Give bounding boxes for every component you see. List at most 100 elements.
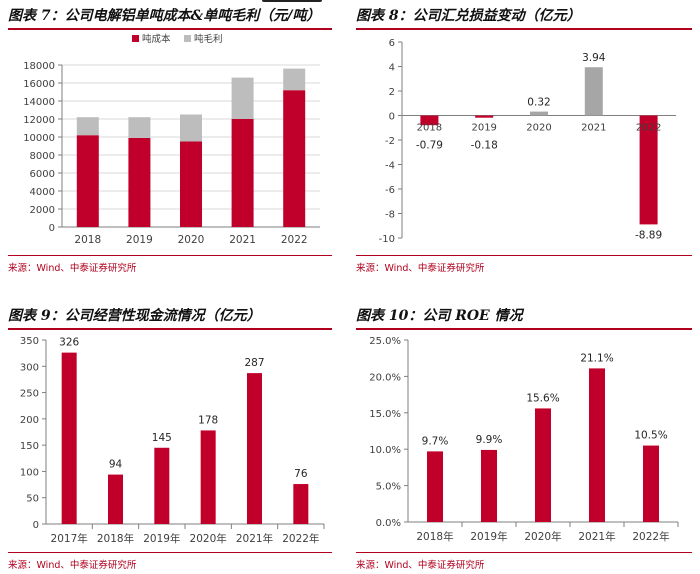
y-tick-label: 350 — [20, 336, 39, 347]
legend-label-margin: 吨毛利 — [194, 33, 223, 45]
y-tick-label: 5.0% — [376, 482, 401, 493]
data-label: 15.6% — [526, 392, 559, 404]
x-tick-label: 2020 — [178, 234, 205, 246]
bar — [481, 449, 497, 522]
y-tick-label: 25.0% — [369, 336, 401, 347]
chart-title-7: 图表 7：公司电解铝单吨成本&单吨毛利（元/吨） — [8, 8, 321, 24]
x-tick-label: 2018 — [74, 234, 101, 246]
y-tick-label: -2 — [385, 136, 395, 147]
data-label: 178 — [198, 414, 218, 426]
data-label: 9.7% — [422, 435, 449, 447]
chart-10-svg: 0.0% 5.0% 10.0% 15.0% 20.0% 25.0% 9.7% 2018年 9.9… — [369, 336, 679, 543]
y-tick-label: 0.0% — [376, 518, 401, 529]
x-tick-label: 2020年 — [524, 530, 561, 543]
y-tick-label: 250 — [20, 389, 39, 400]
chart-panel-9: 图表 9：公司经营性现金流情况（亿元） 0 50 100 150 200 250 300 35… — [8, 305, 332, 573]
bar — [535, 408, 551, 522]
chart-title-8: 图表 8：公司汇兑损益变动（亿元） — [356, 8, 581, 24]
y-tick-label: 14000 — [23, 97, 55, 108]
bar-margin — [180, 114, 202, 142]
y-tick-label: 150 — [20, 441, 39, 452]
bar — [639, 115, 658, 225]
x-tick-label: 2022 — [636, 123, 661, 134]
y-tick-label: 8000 — [30, 151, 55, 162]
y-tick-label: -10 — [379, 234, 395, 245]
data-label: 0.32 — [527, 97, 550, 109]
y-tick-label: 6000 — [30, 169, 55, 180]
x-tick-label: 2022年 — [282, 532, 319, 545]
top-page-fragment — [262, 0, 322, 2]
y-tick-label: 2000 — [30, 205, 55, 216]
data-label: 94 — [109, 459, 123, 471]
y-tick-label: 50 — [26, 494, 39, 505]
legend-label-cost: 吨成本 — [142, 33, 171, 45]
bar — [154, 447, 170, 524]
x-tick-label: 2021年 — [578, 530, 615, 543]
bar — [475, 115, 494, 118]
x-tick-label: 2019 — [126, 234, 153, 246]
source-line — [8, 552, 332, 553]
bar — [108, 474, 123, 524]
x-tick-label: 2018 — [417, 123, 442, 134]
data-label: 9.9% — [476, 434, 503, 446]
data-label: 145 — [152, 432, 172, 444]
bar-cost — [283, 90, 306, 227]
title-underline — [356, 328, 692, 330]
data-label: 3.94 — [582, 52, 606, 64]
chart-title-10: 图表 10：公司 ROE 情况 — [356, 308, 523, 324]
chart-8-svg: 6 4 2 0 -2 -4 -6 -8 -10 2018 -0.79 2019 -0.18 2020 0.3… — [379, 38, 676, 245]
y-tick-label: 2 — [389, 87, 395, 98]
bar — [61, 352, 77, 524]
y-tick-label: 0 — [33, 520, 39, 531]
legend-swatch-cost — [132, 35, 139, 42]
bar — [247, 373, 262, 524]
x-tick-label: 2018年 — [416, 530, 453, 543]
y-tick-label: 0 — [389, 112, 395, 123]
title-underline — [8, 28, 332, 30]
x-tick-label: 2021 — [581, 123, 606, 134]
x-tick-label: 2019年 — [143, 532, 180, 545]
bar — [530, 111, 548, 116]
source-note: 来源：Wind、中泰证券研究所 — [356, 560, 485, 571]
x-tick-label: 2019 — [471, 123, 496, 134]
y-tick-label: 16000 — [23, 79, 55, 90]
y-tick-label: -6 — [385, 185, 395, 196]
x-tick-label: 2019年 — [470, 530, 507, 543]
bar-margin — [76, 117, 99, 136]
y-tick-label: 4000 — [30, 187, 55, 198]
chart-title-9: 图表 9：公司经营性现金流情况（亿元） — [8, 308, 261, 324]
bar — [427, 451, 443, 522]
y-tick-label: 10000 — [23, 133, 55, 144]
bar-cost — [180, 141, 202, 227]
bar — [643, 445, 659, 522]
bar — [293, 484, 309, 524]
data-label: 76 — [294, 468, 308, 480]
y-tick-label: 0 — [49, 223, 55, 234]
y-tick-label: -4 — [385, 161, 395, 172]
x-tick-label: 2018年 — [97, 532, 134, 545]
x-tick-label: 2017年 — [51, 532, 88, 545]
data-label: -0.79 — [416, 140, 443, 152]
bar-cost — [76, 135, 99, 227]
y-tick-label: 20.0% — [369, 372, 401, 383]
bar — [200, 430, 216, 524]
x-tick-label: 2021 — [229, 234, 256, 246]
title-underline — [356, 28, 692, 30]
data-label: 326 — [59, 337, 79, 349]
x-tick-label: 2022年 — [632, 530, 669, 543]
x-tick-label: 2020年 — [190, 532, 227, 545]
x-tick-label: 2022 — [281, 234, 308, 246]
x-tick-label: 2021年 — [236, 532, 273, 545]
y-tick-label: -8 — [385, 210, 395, 221]
data-label: 21.1% — [580, 352, 613, 364]
bar — [589, 368, 605, 522]
chart-panel-8: 图表 8：公司汇兑损益变动（亿元） 6 4 2 0 -2 -4 -6 -8 -10 2018 -0.… — [356, 5, 692, 275]
source-line — [8, 255, 332, 256]
bar-cost — [128, 137, 151, 227]
chart-7-svg: 0 2000 4000 6000 8000 10000 12000 14000 16000 180… — [23, 33, 320, 246]
source-note: 来源：Wind、中泰证券研究所 — [356, 263, 485, 274]
y-tick-label: 12000 — [23, 115, 55, 126]
data-label: -0.18 — [471, 140, 498, 152]
data-label: 287 — [244, 357, 264, 369]
bar-margin — [128, 117, 151, 138]
